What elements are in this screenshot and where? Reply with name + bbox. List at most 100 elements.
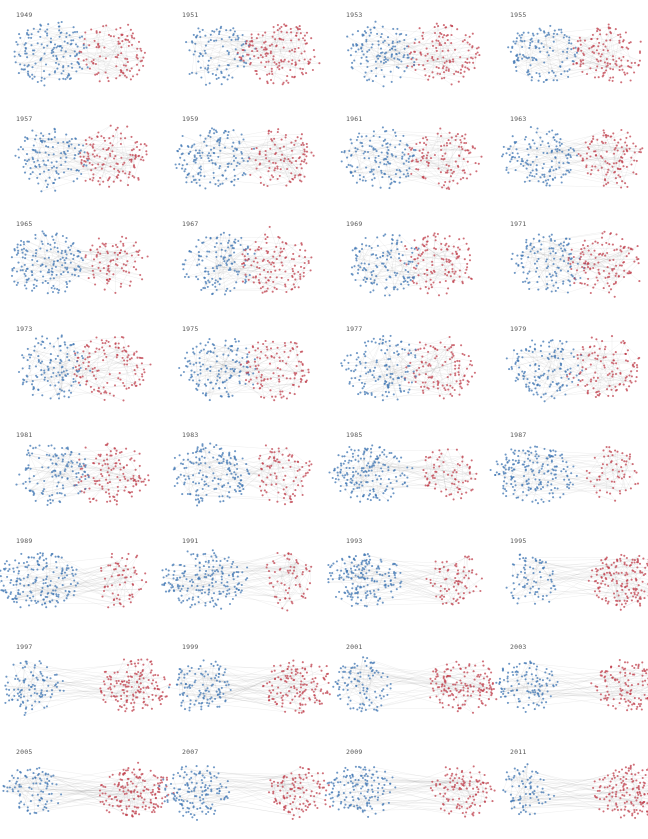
red-node-node (79, 375, 82, 379)
blue-node-node (49, 243, 52, 246)
blue-node-node (346, 156, 349, 159)
red-node-node (300, 167, 303, 170)
red-node-node (467, 152, 471, 155)
red-node-node (624, 182, 627, 185)
red-node-node (597, 253, 601, 256)
blue-node-cluster (178, 338, 257, 402)
red-node-node (586, 389, 589, 392)
blue-node-node (210, 381, 213, 384)
red-node-node (611, 370, 614, 373)
blue-node-node (213, 245, 216, 248)
red-node-node (409, 51, 413, 54)
red-node-node (275, 483, 278, 486)
red-node-node (104, 157, 107, 160)
red-node-node (109, 154, 112, 157)
blue-node-node (208, 131, 211, 134)
blue-node-node (246, 245, 249, 248)
blue-node-node (192, 474, 195, 477)
blue-node-node (525, 385, 528, 388)
blue-node-node (527, 256, 530, 259)
blue-node-node (531, 59, 534, 62)
red-node-node (460, 497, 463, 500)
red-node-node (130, 43, 134, 46)
blue-node-node (363, 150, 367, 153)
blue-node-node (368, 245, 371, 248)
blue-node-node (197, 254, 200, 257)
blue-node-node (381, 144, 384, 147)
red-node-node (92, 61, 95, 64)
blue-node-node (389, 162, 392, 165)
red-node-node (422, 31, 425, 34)
blue-node-node (60, 371, 63, 374)
red-node-node (458, 275, 461, 278)
blue-node-node (84, 470, 87, 474)
red-node-node (423, 68, 426, 71)
blue-node-node (209, 181, 212, 184)
red-node-node (411, 65, 414, 68)
red-node-node (434, 248, 437, 251)
red-node-node (271, 447, 274, 451)
red-node-node (460, 387, 463, 390)
red-node-node (598, 347, 601, 350)
blue-node-node (61, 484, 64, 487)
blue-node-node (24, 274, 27, 277)
blue-node-node (234, 476, 237, 479)
red-node-node (435, 46, 438, 49)
red-node-node (460, 344, 463, 347)
blue-node-node (234, 238, 237, 241)
red-node-node (592, 376, 595, 379)
blue-node-node (524, 161, 527, 164)
blue-node-node (413, 64, 416, 67)
red-node-node (84, 474, 87, 478)
red-node-node (445, 495, 448, 498)
blue-node-node (527, 349, 531, 353)
red-node-node (474, 56, 477, 59)
blue-node-node (556, 383, 559, 386)
red-node-node (418, 373, 421, 376)
blue-node-node (367, 263, 371, 266)
red-node-node (611, 268, 614, 271)
year-label: 1973 (16, 325, 33, 333)
red-node-node (420, 53, 423, 56)
red-node-node (419, 287, 422, 290)
blue-node-node (526, 176, 529, 179)
blue-node-node (372, 134, 375, 138)
blue-node-node (572, 348, 575, 351)
blue-node-node (55, 374, 58, 378)
blue-node-node (186, 492, 189, 496)
blue-node-node (232, 155, 236, 158)
red-node-node (94, 350, 97, 353)
blue-node-node (515, 262, 518, 265)
blue-node-node (382, 338, 385, 341)
red-node-node (299, 275, 302, 278)
blue-node-node (79, 490, 82, 493)
red-node-node (299, 277, 302, 280)
red-node-node (101, 346, 104, 349)
blue-node-node (543, 173, 546, 176)
red-node-node (435, 66, 438, 69)
red-node-node (431, 264, 434, 267)
blue-node-node (345, 166, 348, 169)
year-label: 1959 (182, 115, 199, 123)
blue-node-node (15, 483, 18, 486)
blue-node-node (55, 54, 58, 58)
blue-node-node (192, 481, 195, 484)
network-graph (328, 444, 478, 503)
red-node-node (447, 164, 450, 167)
blue-node-node (66, 373, 69, 376)
blue-node-node (66, 266, 69, 269)
blue-node-cluster (13, 20, 89, 87)
red-node-node (241, 262, 244, 265)
red-node-node (475, 170, 478, 173)
red-node-node (85, 380, 88, 383)
blue-node-node (67, 64, 70, 68)
blue-node-node (357, 268, 360, 271)
red-node-node (269, 276, 272, 279)
blue-node-node (552, 40, 555, 43)
blue-node-node (64, 78, 67, 81)
red-node-node (103, 288, 106, 291)
blue-node-node (367, 494, 370, 497)
blue-node-node (55, 454, 58, 457)
red-node-node (126, 356, 129, 359)
red-node-node (301, 73, 304, 76)
